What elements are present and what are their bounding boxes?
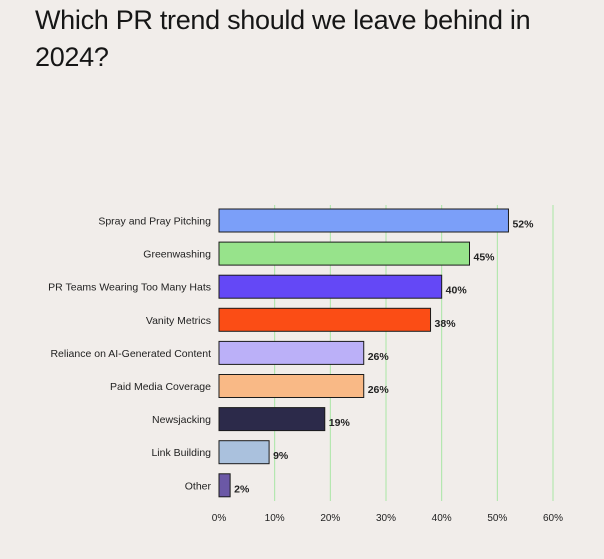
chart-title: Which PR trend should we leave behind in… (35, 5, 531, 72)
category-label: Greenwashing (143, 249, 211, 261)
value-label: 40% (446, 285, 468, 297)
value-label: 9% (273, 450, 289, 462)
x-tick-label: 40% (432, 513, 452, 524)
bar-newsjacking (218, 407, 326, 432)
category-label: Newsjacking (152, 414, 211, 426)
value-label: 19% (329, 417, 351, 429)
value-label: 26% (368, 351, 390, 363)
value-label: 52% (512, 219, 534, 231)
x-tick-label: 20% (320, 513, 340, 524)
value-label: 2% (234, 483, 250, 495)
x-tick-label: 10% (265, 513, 285, 524)
x-tick-label: 60% (543, 513, 563, 524)
category-label: Link Building (151, 447, 211, 459)
bar-greenwashing (218, 241, 470, 266)
bar-vanity-metrics (218, 307, 432, 332)
value-label: 26% (368, 384, 390, 396)
category-label: Paid Media Coverage (110, 381, 211, 393)
bar-reliance-on-ai-generated-content (218, 340, 365, 365)
x-tick-label: 50% (487, 513, 507, 524)
bar-other (218, 473, 231, 498)
value-label: 38% (435, 318, 457, 330)
bar-link-building (218, 440, 270, 465)
bar-pr-teams-wearing-too-many-hats (218, 274, 443, 299)
bar-spray-and-pray-pitching (218, 208, 509, 233)
value-label: 45% (474, 252, 496, 264)
category-label: Vanity Metrics (146, 315, 211, 327)
category-label: Spray and Pray Pitching (98, 216, 211, 228)
x-tick-label: 30% (376, 513, 396, 524)
category-label: Other (185, 480, 212, 492)
category-label: Reliance on AI-Generated Content (50, 348, 211, 360)
x-tick-label: 0% (212, 513, 227, 524)
category-label: PR Teams Wearing Too Many Hats (48, 282, 211, 294)
bar-paid-media-coverage (218, 374, 365, 398)
